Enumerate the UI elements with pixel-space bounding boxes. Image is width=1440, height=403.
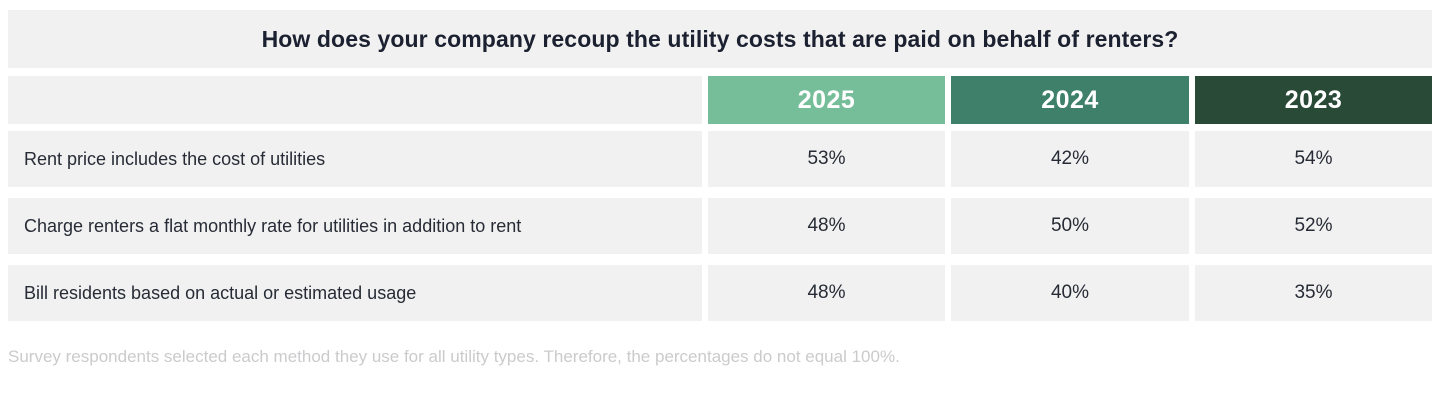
value-cell-2025: 48%	[708, 198, 945, 254]
table-row: Bill residents based on actual or estima…	[8, 265, 1432, 321]
value-cell-2025: 53%	[708, 131, 945, 187]
row-label: Charge renters a flat monthly rate for u…	[8, 198, 702, 254]
row-label: Bill residents based on actual or estima…	[8, 265, 702, 321]
column-header-2025: 2025	[708, 76, 945, 124]
row-label: Rent price includes the cost of utilitie…	[8, 131, 702, 187]
table-row: Rent price includes the cost of utilitie…	[8, 131, 1432, 187]
header-row: 2025 2024 2023	[8, 76, 1432, 124]
value-cell-2024: 50%	[951, 198, 1189, 254]
table-title: How does your company recoup the utility…	[261, 25, 1179, 52]
value-cell-2024: 42%	[951, 131, 1189, 187]
value-cell-2023: 35%	[1195, 265, 1432, 321]
column-header-2023: 2023	[1195, 76, 1432, 124]
value-cell-2025: 48%	[708, 265, 945, 321]
header-corner-cell	[8, 76, 702, 124]
column-header-label: 2025	[797, 85, 856, 114]
value-cell-2023: 54%	[1195, 131, 1432, 187]
column-header-2024: 2024	[951, 76, 1189, 124]
value-cell-2023: 52%	[1195, 198, 1432, 254]
table-row: Charge renters a flat monthly rate for u…	[8, 198, 1432, 254]
value-cell-2024: 40%	[951, 265, 1189, 321]
column-header-label: 2024	[1041, 85, 1099, 114]
survey-table: How does your company recoup the utility…	[8, 10, 1432, 367]
column-header-label: 2023	[1284, 85, 1343, 114]
table-title-band: How does your company recoup the utility…	[8, 10, 1432, 68]
footnote: Survey respondents selected each method …	[8, 347, 900, 366]
